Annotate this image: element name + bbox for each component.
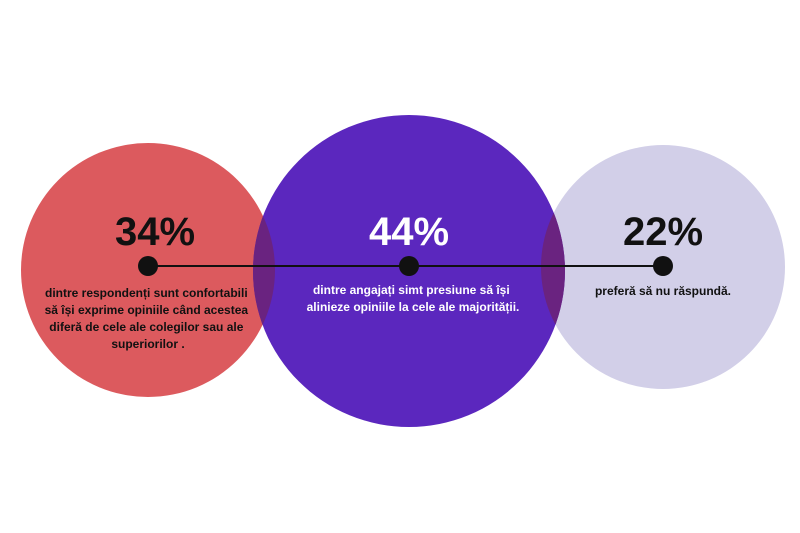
- percent-label-34: 34%: [115, 210, 195, 254]
- dot-22: [653, 256, 673, 276]
- percent-label-44: 44%: [369, 210, 449, 254]
- description-22-line-1: preferă să nu răspundă.: [595, 284, 731, 298]
- description-34-line-1: dintre respondenți sunt confortabili: [45, 286, 248, 300]
- dot-44: [399, 256, 419, 276]
- description-44-line-1: dintre angajați simt presiune să își: [313, 283, 510, 297]
- description-34-line-4: superiorilor .: [111, 337, 184, 351]
- description-34: dintre respondenți sunt confortabili să …: [45, 286, 252, 351]
- dot-34: [138, 256, 158, 276]
- description-44-line-2: alinieze opiniile la cele ale majorități…: [307, 300, 520, 314]
- description-44: dintre angajați simt presiune să își ali…: [307, 283, 520, 314]
- description-34-line-2: să își exprime opiniile când acestea: [45, 303, 249, 317]
- description-22: preferă să nu răspundă.: [595, 284, 731, 298]
- percent-label-22: 22%: [623, 210, 703, 254]
- description-34-line-3: diferă de cele ale colegilor sau ale: [49, 320, 243, 334]
